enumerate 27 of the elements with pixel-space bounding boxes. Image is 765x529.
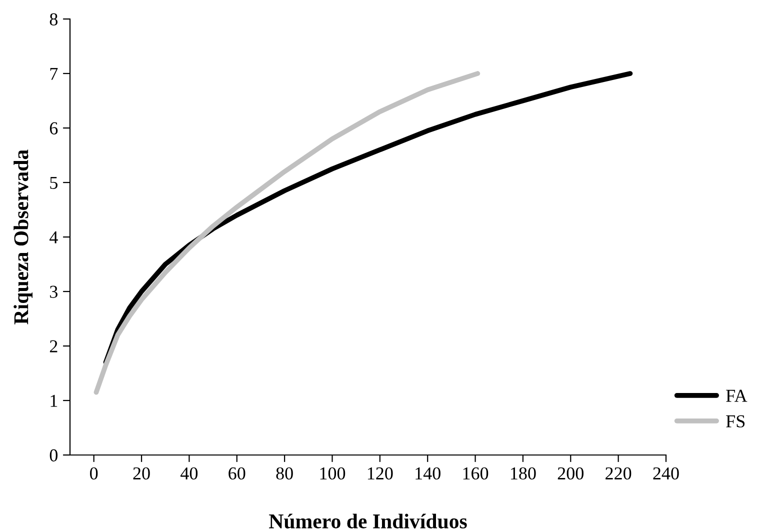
y-tick-label: 7 xyxy=(50,68,58,80)
x-axis-title: Número de Indivíduos xyxy=(269,514,467,528)
x-tick-label: 0 xyxy=(90,467,98,480)
legend-label: FA xyxy=(726,390,748,402)
x-tick-label: 200 xyxy=(558,467,584,480)
x-tick-label: 40 xyxy=(180,467,198,480)
x-tick-label: 220 xyxy=(606,467,632,480)
x-tick-label: 20 xyxy=(133,467,150,480)
x-tick-label: 100 xyxy=(320,467,346,480)
y-tick-label: 0 xyxy=(50,449,58,462)
x-tick-label: 140 xyxy=(416,467,440,480)
y-tick-label: 2 xyxy=(50,340,58,352)
y-tick-label: 4 xyxy=(50,231,58,244)
y-tick-label: 6 xyxy=(50,122,58,134)
x-tick-label: 120 xyxy=(368,467,393,480)
y-tick-label: 3 xyxy=(50,286,58,298)
x-tick-label: 60 xyxy=(228,467,246,480)
y-axis-title: Riqueza Observada xyxy=(14,150,32,324)
x-tick-label: 80 xyxy=(276,467,293,480)
x-tick-label: 240 xyxy=(653,467,679,480)
legend-label: FS xyxy=(726,415,745,428)
y-tick-label: 1 xyxy=(50,394,58,407)
line-series xyxy=(94,71,480,395)
y-tick-label: 5 xyxy=(50,176,58,189)
x-tick-label: 180 xyxy=(511,467,536,480)
y-tick-label: 8 xyxy=(50,13,58,26)
x-tick-label: 160 xyxy=(463,467,488,480)
